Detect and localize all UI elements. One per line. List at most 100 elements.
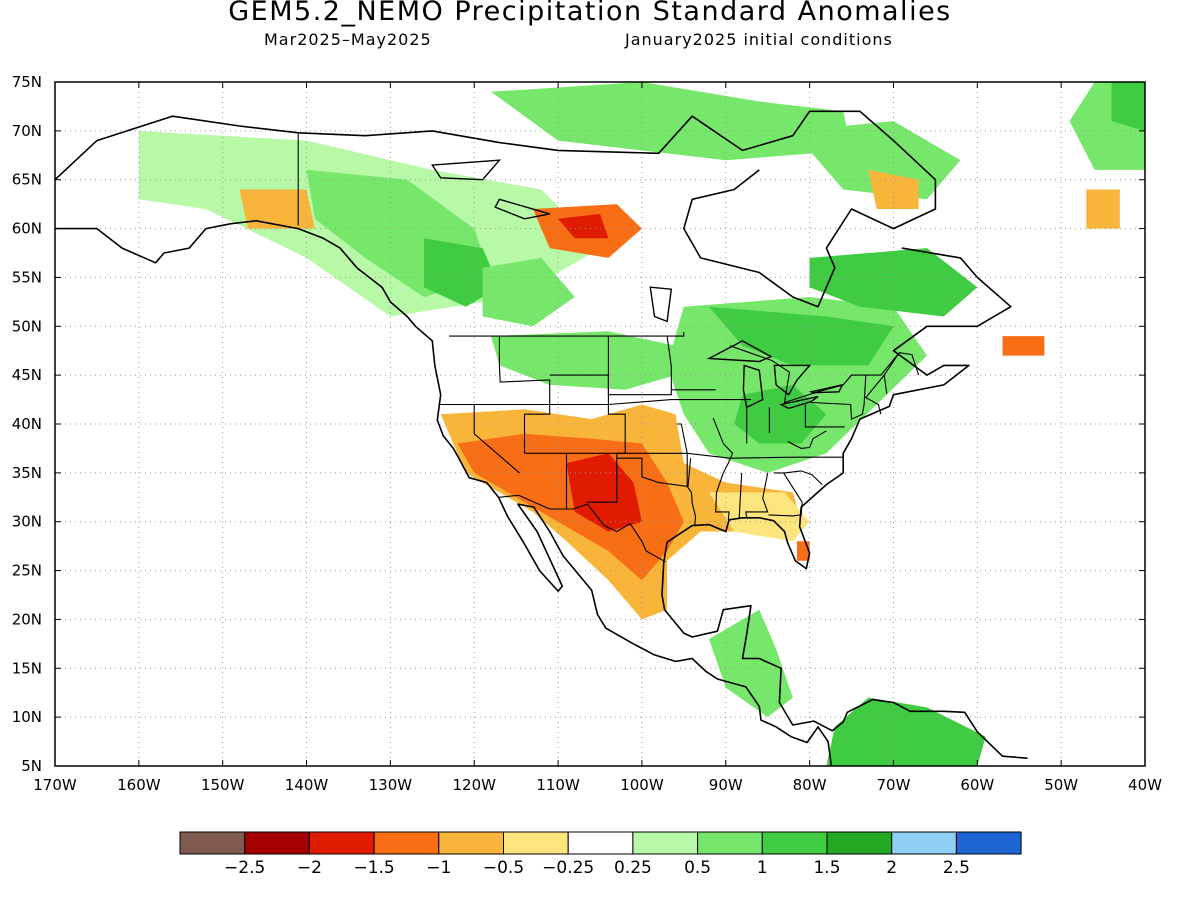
border-line: [616, 457, 692, 488]
anomaly-region-sw-dry-mid: [457, 433, 684, 581]
lat-tick-label: 70N: [12, 122, 42, 140]
colorbar-label: −0.25: [542, 858, 594, 878]
colorbar-swatch: [308, 831, 375, 855]
border-line: [449, 332, 685, 337]
lon-tick-label: 120W: [452, 776, 496, 794]
anomaly-region-greenland-wet-2: [1111, 82, 1145, 131]
lat-tick-label: 30N: [12, 513, 42, 531]
lake-outline: [649, 286, 673, 323]
colorbar: −2.5 −2 −1.5 −1 −0.5 −0.25 0.25 0.5 1 1.5 2 2.5: [179, 831, 1022, 878]
anomaly-fill-layer: [138, 82, 1145, 766]
anomaly-region-florida-dry: [797, 541, 810, 561]
anomaly-region-bc-wet: [423, 238, 500, 307]
lake-outline: [773, 364, 812, 396]
border-line: [804, 404, 845, 428]
border-line: [498, 494, 666, 563]
coastline: [55, 220, 833, 766]
border-line: [787, 430, 827, 449]
lat-tick-label: 40N: [12, 415, 42, 433]
colorbar-swatch: [697, 831, 763, 855]
colorbar-swatch: [567, 831, 634, 855]
anomaly-region-arctic-islands-wet: [491, 82, 852, 161]
lon-tick-label: 140W: [285, 776, 329, 794]
colorbar-label: 0.25: [614, 858, 652, 878]
border-line: [607, 336, 672, 396]
coastline: [55, 110, 937, 308]
coastlines: [55, 110, 1028, 766]
colorbar-swatch: [632, 831, 699, 855]
colorbar-swatch: [503, 831, 569, 855]
lat-tick-label: 60N: [12, 220, 42, 238]
colorbar-label: −1.5: [353, 858, 394, 878]
lat-tick-label: 50N: [12, 317, 42, 335]
colorbar-label: 2: [886, 858, 897, 878]
border-line: [439, 403, 520, 474]
lon-tick-label: 40W: [1128, 776, 1162, 794]
colorbar-label: −2.5: [224, 858, 265, 878]
border-line: [712, 417, 734, 520]
anomaly-region-alaska-dry: [239, 189, 315, 229]
lat-tick-label: 45N: [12, 366, 42, 384]
longitude-axis: 170W 160W 150W 140W 130W 120W 110W 100W 90W 80W 70…: [33, 82, 1162, 794]
lon-tick-label: 60W: [960, 776, 994, 794]
colorbar-swatch: [179, 831, 246, 855]
anomaly-region-se-dry: [709, 492, 810, 542]
colorbar-label: 1.5: [813, 858, 840, 878]
colorbar-swatch: [373, 831, 440, 855]
colorbar-swatch: [244, 831, 310, 855]
lon-tick-label: 130W: [369, 776, 413, 794]
lat-tick-label: 15N: [12, 659, 42, 677]
border-line: [773, 470, 823, 485]
lat-tick-label: 25N: [12, 562, 42, 580]
forecast-period: Mar2025–May2025: [264, 30, 432, 49]
border-line: [811, 375, 867, 420]
lat-tick-label: 20N: [12, 610, 42, 628]
colorbar-swatch: [891, 831, 957, 855]
lat-tick-label: 35N: [12, 464, 42, 482]
lake-outline: [706, 340, 773, 363]
colorbar-swatch: [955, 831, 1022, 855]
lon-tick-label: 110W: [536, 776, 580, 794]
lat-tick-label: 10N: [12, 708, 42, 726]
anomaly-region-prairie-wet: [491, 331, 676, 390]
colorbar-label: −1: [426, 858, 451, 878]
anomaly-region-ontario-quebec-wet-strong: [709, 306, 894, 366]
political-borders: [297, 133, 920, 563]
lon-tick-label: 160W: [117, 776, 161, 794]
lake-outline: [779, 395, 819, 410]
lon-tick-label: 90W: [709, 776, 743, 794]
colorbar-label: 2.5: [943, 858, 970, 878]
anomaly-region-alberta-wet: [482, 257, 575, 327]
lon-tick-label: 50W: [1044, 776, 1078, 794]
lat-tick-label: 65N: [12, 171, 42, 189]
latitude-axis: 75N 70N 65N 60N 55N 50N 45N 40N 35N 30N 25N 20N 15N 1…: [12, 73, 1145, 775]
colorbar-label: −0.5: [483, 858, 524, 878]
anomaly-region-newfoundland-dry: [1002, 336, 1045, 356]
border-line: [729, 345, 920, 404]
colorbar-label: 0.5: [684, 858, 711, 878]
lon-tick-label: 150W: [201, 776, 245, 794]
lat-tick-label: 55N: [12, 268, 42, 286]
lon-tick-label: 170W: [33, 776, 77, 794]
border-line: [738, 472, 743, 518]
border-line: [474, 399, 751, 406]
lon-tick-label: 80W: [793, 776, 827, 794]
anomaly-region-colombia-wet: [826, 697, 986, 766]
anomaly-region-central-america-wet: [709, 609, 793, 718]
lake-outline: [742, 364, 764, 409]
border-line: [498, 336, 551, 454]
anomaly-region-hudson-dry-inner: [558, 213, 609, 239]
colorbar-label: 1: [757, 858, 768, 878]
lake-outline: [494, 198, 550, 220]
lon-tick-label: 70W: [877, 776, 911, 794]
border-line: [677, 423, 697, 525]
colorbar-label: −2: [297, 858, 322, 878]
border-line: [768, 472, 803, 517]
lat-tick-label: 75N: [12, 73, 42, 91]
border-line: [745, 472, 769, 518]
lon-tick-label: 100W: [620, 776, 664, 794]
initial-conditions: January2025 initial conditions: [625, 30, 893, 49]
lat-tick-label: 5N: [21, 757, 42, 775]
coastline: [661, 247, 1028, 759]
